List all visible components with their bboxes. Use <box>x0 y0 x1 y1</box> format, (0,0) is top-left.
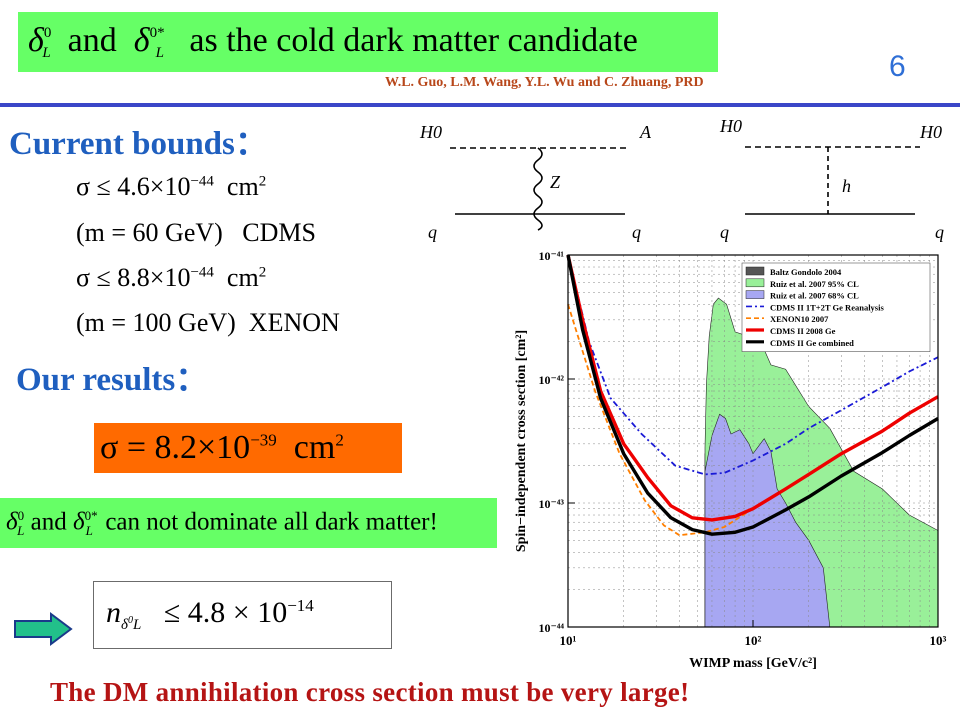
claim-text: δ0L and δ0*L can not dominate all dark m… <box>6 508 438 539</box>
diagram-left-label-in: H0 <box>419 122 442 142</box>
y-axis-label: Spin−independent cross section [cm²] <box>514 330 529 552</box>
legend-entry: CDMS II 1T+2T Ge Reanalysis <box>770 302 884 312</box>
legend-swatch <box>745 266 765 276</box>
diagram-left-label-out: A <box>639 122 652 142</box>
series-line-3 <box>566 254 939 536</box>
header-divider <box>0 103 960 107</box>
slide-number: 6 <box>889 50 906 83</box>
legend-swatch <box>745 278 765 288</box>
series-line-2 <box>566 254 939 522</box>
title-and: and <box>67 22 117 59</box>
legend-entry: Ruiz et al. 2007 95% CL <box>770 279 859 289</box>
diagram-right-label-in: H0 <box>719 116 742 136</box>
bound-cdms-sigma: σ ≤ 4.6×10−44 cm2 <box>76 172 267 201</box>
our-results-heading: Our results： <box>16 362 209 398</box>
number-density-bound: nδ0L ≤ 4.8 × 10−14 <box>106 596 314 633</box>
result-box: σ = 8.2×10−39 cm2 <box>94 423 402 473</box>
right-arrow-icon <box>14 612 73 646</box>
x-axis-label: WIMP mass [GeV/c²] <box>689 656 817 671</box>
legend-entry: CDMS II 2008 Ge <box>770 326 836 336</box>
current-bounds-heading: Current bounds： <box>9 126 268 162</box>
y-tick-label: 10⁻⁴¹ <box>538 249 564 263</box>
diagram-right-quark-in: q <box>720 222 729 242</box>
series-line-0 <box>567 254 939 476</box>
bound-xenon-mass: (m = 100 GeV) XENON <box>76 308 340 337</box>
authors-citation: W.L. Guo, L.M. Wang, Y.L. Wu and C. Zhua… <box>385 75 704 90</box>
legend-entry: Baltz Gondolo 2004 <box>770 267 842 277</box>
y-tick-label: 10⁻⁴³ <box>538 497 564 511</box>
feynman-diagram-higgs-exchange: H0 H0 h q q <box>719 116 944 242</box>
diagram-left-quark-in: q <box>428 222 437 242</box>
bound-cdms-mass: (m = 60 GeV) CDMS <box>76 218 316 247</box>
legend-entry: Ruiz et al. 2007 68% CL <box>770 291 859 301</box>
legend-entry: XENON10 2007 <box>770 314 829 324</box>
result-sigma: σ = 8.2×10−39 cm2 <box>100 429 344 466</box>
title-banner: δ0L and δ0*L as the cold dark matter can… <box>18 12 718 72</box>
claim-box: δ0L and δ0*L can not dominate all dark m… <box>0 498 497 548</box>
legend-entry: CDMS II Ge combined <box>770 338 854 348</box>
y-tick-label: 10⁻⁴² <box>538 373 564 387</box>
title-delta-star-symbol: δ <box>133 22 150 59</box>
legend-swatch <box>745 290 765 299</box>
diagram-left-mediator: Z <box>550 172 561 192</box>
x-tick-label: 10² <box>745 633 762 648</box>
conclusion-statement: The DM annihilation cross section must b… <box>50 677 690 707</box>
feynman-diagram-z-exchange: H0 A Z q q <box>419 122 652 242</box>
feynman-diagrams: H0 A Z q q H0 H0 h q q <box>419 116 944 242</box>
y-tick-label: 10⁻⁴⁴ <box>538 621 564 635</box>
title-delta-symbol: δ <box>28 22 44 59</box>
diagram-right-mediator: h <box>842 176 851 196</box>
bound-xenon-sigma: σ ≤ 8.8×10−44 cm2 <box>76 263 267 292</box>
diagram-right-label-out: H0 <box>919 122 942 142</box>
legend-box <box>741 262 931 352</box>
x-tick-label: 10¹ <box>560 633 577 648</box>
number-density-box: nδ0L ≤ 4.8 × 10−14 <box>93 581 392 649</box>
diagram-left-quark-out: q <box>632 222 641 242</box>
diagram-right-quark-out: q <box>935 222 944 242</box>
x-tick-label: 10³ <box>930 633 947 648</box>
exclusion-plot: 10¹ 10² 10³ 10⁻⁴⁴ 10⁻⁴³ 10⁻⁴² 10⁻⁴¹ WIMP mass [… <box>514 249 947 671</box>
title-text: as the cold dark matter candidate <box>189 22 638 59</box>
